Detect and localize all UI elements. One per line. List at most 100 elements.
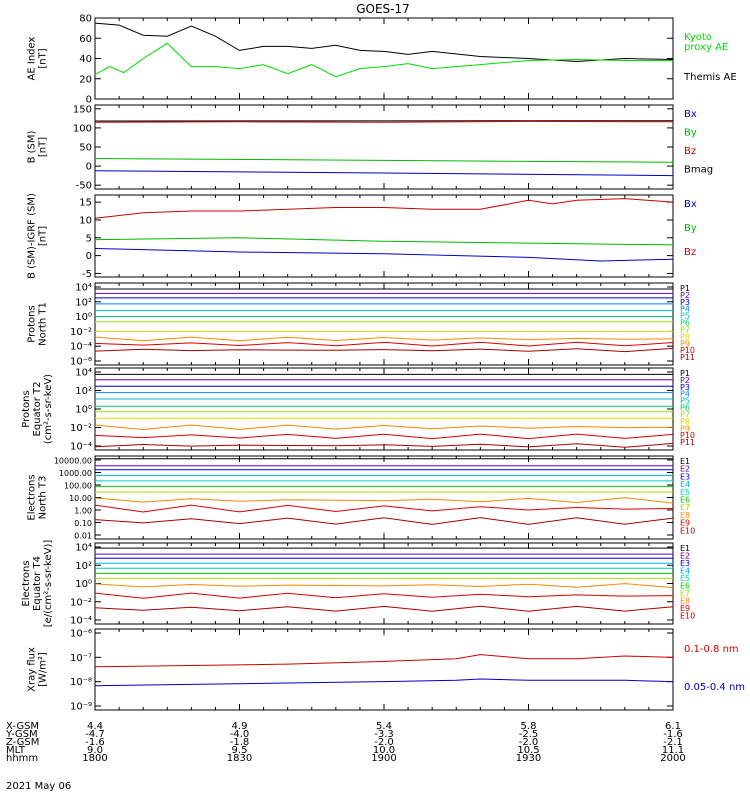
channel-line-p10	[94, 341, 674, 347]
y-tick-label: 0	[86, 251, 92, 262]
channel-legend-p7: P7	[680, 325, 690, 334]
channel-line-e10	[94, 517, 674, 525]
y-axis-label: AE Index	[27, 36, 38, 80]
legend-entry: Bz	[684, 247, 696, 258]
x-cell-z_gsm: -2.0	[519, 737, 539, 748]
channel-legend-p8: P8	[680, 417, 690, 426]
series-bx	[94, 170, 674, 177]
channel-legend-e7: E7	[680, 589, 690, 598]
x-cell-z_gsm: -1.6	[85, 737, 105, 748]
y-tick-label: 1000.00	[59, 469, 92, 478]
date-label: 2021 May 06	[6, 781, 71, 792]
x-cell-mlt: 9.5	[232, 745, 248, 756]
channel-legend-p10: P10	[680, 431, 695, 440]
channel-legend-p1: P1	[680, 369, 690, 378]
channel-legend-e10: E10	[680, 526, 695, 535]
channel-legend-e2: E2	[680, 465, 690, 474]
channel-legend-p4: P4	[680, 390, 690, 399]
channel-legend-p9: P9	[680, 424, 690, 433]
x-cell-hhmm: 1830	[227, 753, 252, 764]
y-axis-label: [nT]	[38, 48, 49, 68]
x-cell-mlt: 11.1	[662, 745, 684, 756]
channel-legend-e8: E8	[680, 511, 690, 520]
panel-protons_t1: 10⁴ 10² 10⁰ 10⁻² 10⁻⁴ 10⁻⁶ Protons North T1 P1P2…	[27, 282, 695, 368]
y-axis-label: North T1	[38, 302, 49, 346]
channel-line-p11	[94, 347, 674, 353]
x-row-label: MLT	[6, 745, 26, 756]
channel-line-e9	[94, 592, 674, 599]
y-tick-label: 10²	[75, 386, 92, 397]
channel-legend-e3: E3	[680, 472, 690, 481]
y-tick-label: 100	[73, 123, 92, 134]
panel-xray: 10⁻⁶ 10⁻⁷ 10⁻⁸ 10⁻⁹ Xray flux [W/m²] 0.1-0.8 n…	[27, 628, 745, 713]
channel-legend-p7: P7	[680, 410, 690, 419]
panel-bdiff: -5 0 5 10 15 B (SM)-IGRF (SM) [nT] Bx By Bz	[27, 193, 697, 280]
y-tick-label: 20	[79, 74, 92, 85]
y-tick-label: 0	[86, 162, 92, 173]
panel-frame	[94, 282, 674, 366]
channel-legend-e6: E6	[680, 496, 690, 505]
y-tick-label: 0	[86, 95, 92, 106]
channel-legend-p2: P2	[680, 291, 690, 300]
x-cell-z_gsm: -1.8	[230, 737, 250, 748]
y-tick-label: 50	[79, 143, 92, 154]
y-tick-label: 10⁻⁴	[70, 442, 92, 453]
y-tick-label: -5	[82, 269, 92, 280]
channel-legend-p6: P6	[680, 404, 690, 413]
x-cell-hhmm: 2000	[660, 753, 685, 764]
legend-entry: 0.1-0.8 nm	[684, 644, 739, 655]
y-axis-label: B (SM)	[27, 130, 38, 163]
y-axis-label: Protons	[21, 390, 32, 427]
y-tick-label: 10⁻⁶	[70, 357, 92, 368]
channel-legend-p5: P5	[680, 312, 690, 321]
y-tick-label: 10⁻⁶	[70, 629, 92, 640]
y-tick-label: 10⁴	[75, 368, 92, 379]
y-axis-label: Protons	[27, 305, 38, 342]
channel-legend-e9: E9	[680, 519, 690, 528]
y-axis-label: B (SM)-IGRF (SM)	[27, 193, 38, 279]
channel-legend-e7: E7	[680, 503, 690, 512]
x-row-label: Y-GSM	[5, 729, 38, 740]
y-tick-label: 15	[79, 198, 92, 209]
series-by	[94, 237, 674, 246]
y-tick-label: 0.01	[74, 532, 92, 541]
legend-entry: Bx	[684, 199, 697, 210]
channel-legend-e10: E10	[680, 612, 695, 621]
y-tick-label: 10⁻²	[70, 423, 92, 434]
channel-legend-p1: P1	[680, 284, 690, 293]
y-tick-label: 1.00	[74, 507, 92, 516]
x-cell-x_gsm: 4.9	[232, 721, 248, 732]
series-kyoto-proxy-ae	[94, 42, 673, 78]
series-0.05-0.4-nm	[94, 678, 674, 687]
x-cell-x_gsm: 4.4	[87, 721, 103, 732]
x-cell-x_gsm: 6.1	[665, 721, 681, 732]
legend-entry: Bx	[684, 109, 697, 120]
y-axis-label: Equator T4	[32, 556, 43, 611]
channel-legend-p11: P11	[680, 438, 695, 447]
y-tick-label: 10⁰	[75, 579, 92, 590]
channel-legend-p9: P9	[680, 339, 690, 348]
x-cell-y_gsm: -4.7	[85, 729, 105, 740]
x-cell-y_gsm: -4.0	[230, 729, 250, 740]
y-tick-label: 40	[79, 54, 92, 65]
y-tick-label: 10.00	[69, 494, 92, 503]
y-tick-label: 0.10	[74, 519, 92, 528]
channel-legend-e1: E1	[680, 457, 690, 466]
legend-entry: Bz	[684, 146, 696, 157]
panel-electrons_t4: 10⁴ 10² 10⁰ 10⁻² 10⁻⁴ Electrons Equator T4 [e/(…	[21, 540, 695, 628]
y-axis-label: North T3	[38, 476, 49, 520]
legend-entry: Bmag	[684, 165, 713, 176]
channel-legend-p2: P2	[680, 376, 690, 385]
x-row-label: X-GSM	[6, 721, 39, 732]
channel-line-e10	[94, 605, 674, 612]
y-tick-label: -50	[76, 181, 92, 192]
panel-protons_t2: 10⁴ 10² 10⁰ 10⁻² 10⁻⁴ Protons Equator T2 (cm²-s…	[21, 367, 695, 453]
panel-frame	[94, 542, 674, 625]
channel-legend-e4: E4	[680, 567, 690, 576]
series-bz	[94, 198, 674, 219]
channel-legend-e8: E8	[680, 597, 690, 606]
x-cell-y_gsm: -1.6	[663, 729, 683, 740]
channel-legend-e1: E1	[680, 544, 690, 553]
